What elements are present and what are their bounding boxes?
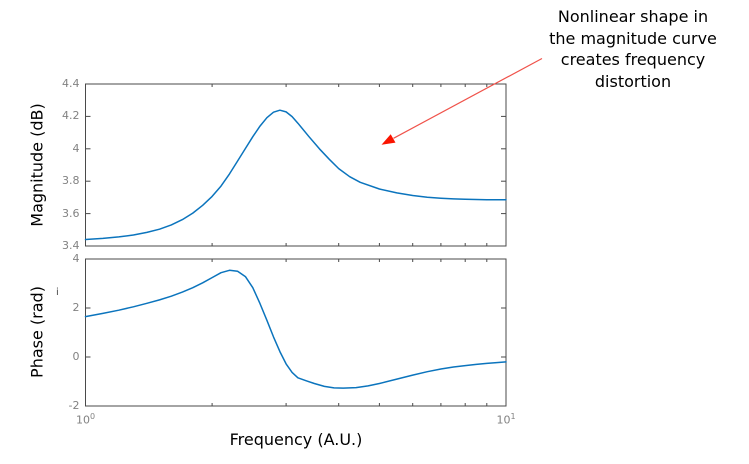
y-tick-label: -2 bbox=[68, 399, 80, 412]
axes-box bbox=[85, 258, 507, 407]
y-tick-label: 3.6 bbox=[62, 206, 80, 220]
annotation-line-1: Nonlinear shape in bbox=[557, 7, 709, 26]
x-tick-label: 100 bbox=[75, 412, 96, 427]
y-tick-label: 4 bbox=[72, 141, 80, 155]
annotation-arrowhead-icon bbox=[381, 134, 396, 145]
y-tick-label: 3.8 bbox=[62, 174, 80, 188]
annotation-line-3: creates frequency bbox=[560, 50, 706, 69]
y-tick-label: 4.2 bbox=[62, 109, 80, 123]
y-tick-label: 2 bbox=[72, 301, 80, 314]
x-tick-label: 101 bbox=[496, 412, 516, 427]
phase-axis-label: Phase (rad) bbox=[27, 286, 47, 378]
y-tick-label: 4 bbox=[72, 252, 80, 265]
magnitude-curve bbox=[84, 109, 507, 241]
annotation-line-2: the magnitude curve bbox=[549, 28, 717, 48]
y-tick-label: 0 bbox=[72, 350, 80, 363]
frequency-axis-label: Frequency (A.U.) bbox=[229, 430, 363, 449]
annotation-text: Nonlinear shape in the magnitude curve c… bbox=[498, 6, 749, 92]
stray-mark: i bbox=[56, 287, 59, 298]
annotation-arrow-line bbox=[393, 57, 543, 139]
phase-curve bbox=[84, 269, 507, 389]
magnitude-axis-label: Magnitude (dB) bbox=[27, 103, 47, 227]
y-tick-label: 4.4 bbox=[62, 77, 80, 90]
annotation-line-4: distortion bbox=[594, 71, 672, 91]
y-tick-label: 3.4 bbox=[62, 239, 80, 252]
axes-box bbox=[85, 83, 507, 247]
